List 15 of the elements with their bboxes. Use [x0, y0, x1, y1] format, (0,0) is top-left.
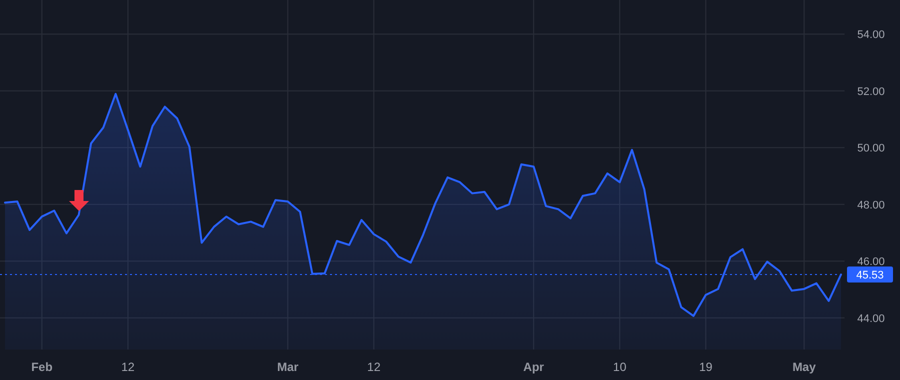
y-tick-label: 52.00	[857, 86, 885, 98]
x-tick-label: Apr	[523, 360, 544, 374]
x-tick-label: Mar	[277, 360, 299, 374]
x-tick-label: 12	[121, 360, 135, 374]
ref-line-label: 45.53	[856, 269, 884, 282]
y-tick-label: 48.00	[857, 199, 885, 212]
x-tick-label: Feb	[31, 360, 53, 374]
x-tick-label: 19	[699, 360, 713, 374]
x-tick-label: 12	[367, 360, 381, 374]
x-tick-label: 10	[613, 360, 627, 374]
y-tick-label: 50.00	[857, 142, 885, 155]
y-tick-label: 46.00	[857, 256, 885, 268]
x-tick-label: May	[792, 360, 816, 374]
y-tick-label: 44.00	[857, 312, 885, 325]
y-tick-label: 54.00	[857, 29, 885, 42]
